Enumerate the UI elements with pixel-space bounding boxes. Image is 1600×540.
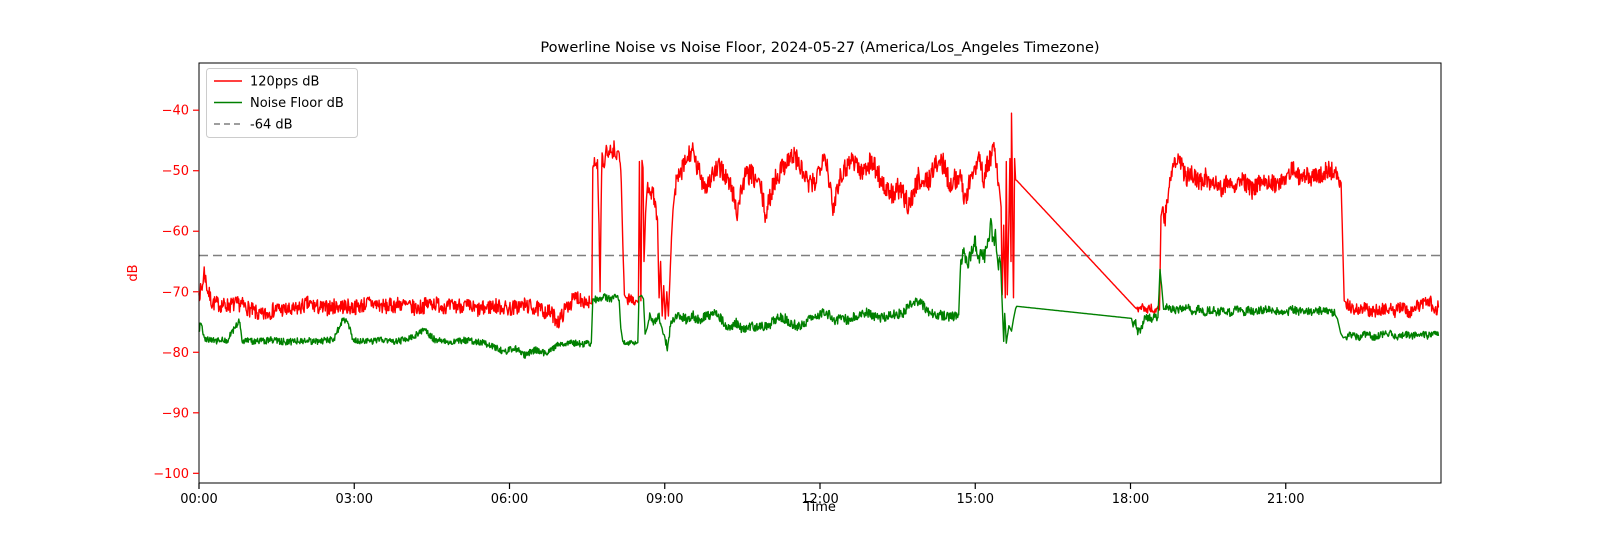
svg-text:−60: −60: [162, 225, 189, 240]
svg-text:−40: −40: [162, 104, 189, 119]
svg-text:−80: −80: [162, 346, 189, 361]
plot-area-border: [198, 62, 1442, 484]
svg-text:09:00: 09:00: [646, 492, 683, 507]
svg-text:−70: −70: [162, 285, 189, 300]
svg-text:21:00: 21:00: [1267, 492, 1304, 507]
legend-label-noise-floor: Noise Floor dB: [250, 96, 344, 111]
legend: 120pps dB Noise Floor dB -64 dB: [206, 68, 358, 138]
svg-text:03:00: 03:00: [336, 492, 373, 507]
x-axis-label: Time: [803, 500, 836, 515]
series-line-noise-floor: [198, 217, 1440, 359]
svg-text:−50: −50: [162, 164, 189, 179]
svg-text:12:00: 12:00: [801, 492, 838, 507]
legend-label-reference: -64 dB: [250, 118, 293, 133]
series-line-120pps: [198, 112, 1440, 329]
x-axis-ticks: 00:00 03:00 06:00 09:00 12:00 15:00 18:00 21:00: [180, 483, 1304, 507]
y-axis-ticks: −40 −50 −60 −70 −80 −90 −100: [153, 104, 199, 482]
chart-title: Powerline Noise vs Noise Floor, 2024-05-…: [540, 40, 1099, 56]
svg-text:18:00: 18:00: [1112, 492, 1149, 507]
svg-text:00:00: 00:00: [180, 492, 217, 507]
svg-text:06:00: 06:00: [491, 492, 528, 507]
data-series: [198, 112, 1440, 359]
legend-box: [206, 68, 358, 138]
legend-label-120pps: 120pps dB: [250, 75, 319, 90]
svg-text:15:00: 15:00: [957, 492, 994, 507]
svg-text:−90: −90: [162, 406, 189, 421]
svg-text:−100: −100: [153, 467, 189, 482]
y-axis-label: dB: [126, 264, 141, 281]
